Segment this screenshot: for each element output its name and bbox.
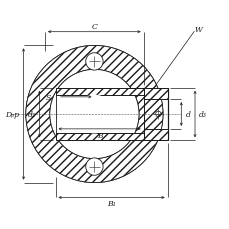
Polygon shape [143,88,167,100]
Circle shape [26,46,162,183]
Text: W: W [194,26,202,34]
Circle shape [26,46,162,183]
Text: d₂: d₂ [27,111,35,118]
Text: d₃: d₃ [198,111,206,118]
Text: Dₚp: Dₚp [5,111,19,118]
Text: B: B [96,131,102,139]
Text: C: C [91,23,97,31]
Text: S: S [46,93,51,101]
Text: B₁: B₁ [107,199,115,207]
Circle shape [79,100,109,129]
Circle shape [85,158,103,175]
Circle shape [50,70,138,159]
Circle shape [75,95,113,134]
Polygon shape [55,134,167,141]
Circle shape [85,54,103,71]
Text: d: d [185,111,189,118]
Polygon shape [143,129,167,141]
Polygon shape [55,88,167,95]
Circle shape [50,70,138,159]
